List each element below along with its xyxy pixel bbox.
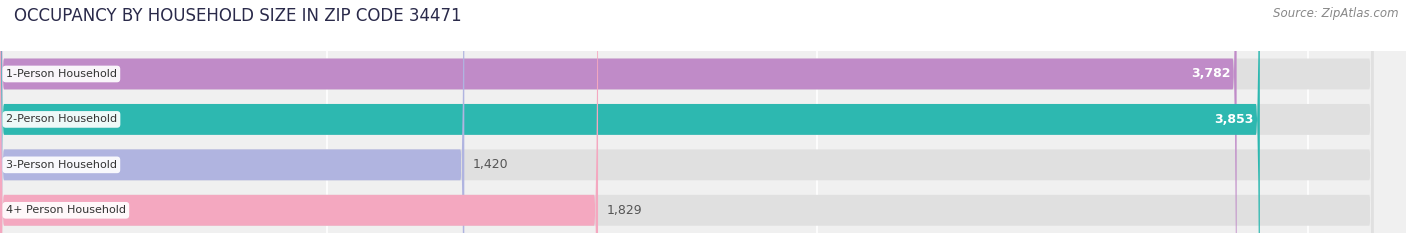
FancyBboxPatch shape [0, 0, 1374, 233]
Text: 1,420: 1,420 [472, 158, 508, 171]
FancyBboxPatch shape [0, 0, 1374, 233]
Text: 2-Person Household: 2-Person Household [6, 114, 117, 124]
FancyBboxPatch shape [0, 0, 598, 233]
FancyBboxPatch shape [0, 0, 1237, 233]
Text: 3,853: 3,853 [1215, 113, 1254, 126]
Text: OCCUPANCY BY HOUSEHOLD SIZE IN ZIP CODE 34471: OCCUPANCY BY HOUSEHOLD SIZE IN ZIP CODE … [14, 7, 461, 25]
FancyBboxPatch shape [0, 0, 1374, 233]
FancyBboxPatch shape [0, 0, 464, 233]
FancyBboxPatch shape [0, 0, 1374, 233]
Text: 3-Person Household: 3-Person Household [6, 160, 117, 170]
Text: 4+ Person Household: 4+ Person Household [6, 205, 127, 215]
Text: Source: ZipAtlas.com: Source: ZipAtlas.com [1274, 7, 1399, 20]
Text: 1,829: 1,829 [606, 204, 643, 217]
FancyBboxPatch shape [0, 0, 1260, 233]
Text: 1-Person Household: 1-Person Household [6, 69, 117, 79]
Text: 3,782: 3,782 [1191, 68, 1230, 80]
